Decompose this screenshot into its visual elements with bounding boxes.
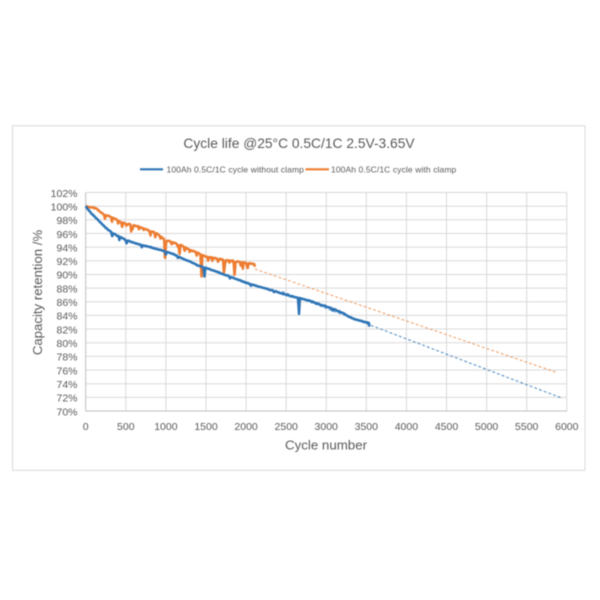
svg-text:5500: 5500 [515,421,539,433]
svg-text:4000: 4000 [395,421,419,433]
svg-text:92%: 92% [56,256,77,268]
svg-text:Cycle life @25°C 0.5C/1C 2.5V: Cycle life @25°C 0.5C/1C 2.5V-3.65V [183,136,415,151]
svg-text:82%: 82% [56,324,77,336]
svg-text:6000: 6000 [555,421,579,433]
svg-text:4500: 4500 [435,421,459,433]
svg-text:3500: 3500 [355,421,379,433]
svg-text:70%: 70% [56,406,77,418]
svg-text:100%: 100% [51,202,78,214]
svg-text:2500: 2500 [275,421,299,433]
svg-text:90%: 90% [56,270,77,282]
svg-text:94%: 94% [56,242,77,254]
svg-text:72%: 72% [56,393,77,405]
svg-text:1500: 1500 [194,421,218,433]
svg-text:100Ah 0.5C/1C cycle without cl: 100Ah 0.5C/1C cycle without clamp [167,165,305,175]
svg-text:102%: 102% [51,188,78,200]
svg-text:1000: 1000 [154,421,178,433]
svg-text:Cycle number: Cycle number [285,438,368,453]
svg-text:100Ah 0.5C/1C cycle with clamp: 100Ah 0.5C/1C cycle with clamp [331,165,457,175]
svg-text:96%: 96% [56,229,77,241]
svg-text:2000: 2000 [234,421,258,433]
svg-text:98%: 98% [56,215,77,227]
svg-text:500: 500 [117,421,135,433]
svg-text:78%: 78% [56,352,77,364]
svg-text:Capacity retention /%: Capacity retention /% [30,230,45,356]
svg-text:80%: 80% [56,338,77,350]
svg-text:86%: 86% [56,297,77,309]
svg-text:3000: 3000 [315,421,339,433]
svg-text:5000: 5000 [475,421,499,433]
svg-text:76%: 76% [56,365,77,377]
svg-text:84%: 84% [56,311,77,323]
svg-text:0: 0 [83,421,89,433]
svg-text:74%: 74% [56,379,77,391]
svg-text:88%: 88% [56,283,77,295]
